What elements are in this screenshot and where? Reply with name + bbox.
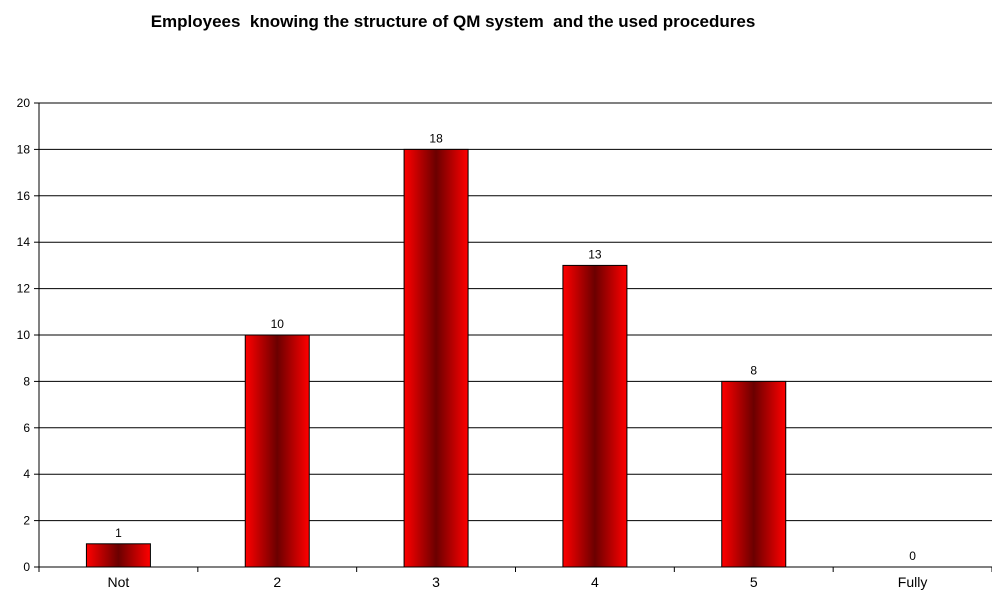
y-tick-label: 4 — [23, 467, 30, 481]
x-category-label: 5 — [750, 574, 758, 590]
x-category-label: 4 — [591, 574, 599, 590]
y-tick-label: 14 — [17, 235, 31, 249]
axes — [34, 102, 992, 572]
x-category-label: 3 — [432, 574, 440, 590]
gridlines — [39, 102, 992, 522]
x-category-label: Fully — [898, 574, 928, 590]
data-label: 10 — [271, 317, 285, 331]
labels: 0 2 4 6 8 10 12 14 16 18 20 1 Not 10 2 18 3 13 4 8 5 0 Fully — [17, 96, 928, 590]
y-tick-label: 8 — [23, 374, 30, 388]
data-label: 1 — [115, 526, 122, 540]
y-tick-label: 16 — [17, 189, 31, 203]
bar — [403, 148, 469, 568]
y-tick-label: 0 — [23, 560, 30, 574]
chart-title: Employees knowing the structure of QM sy… — [150, 12, 756, 31]
data-label: 0 — [909, 549, 916, 563]
bar — [85, 543, 151, 568]
y-tick-label: 20 — [17, 96, 31, 110]
bar — [244, 334, 310, 568]
data-label: 8 — [750, 363, 757, 377]
y-tick-label: 12 — [17, 282, 31, 296]
y-tick-label: 18 — [17, 142, 31, 156]
y-tick-label: 6 — [23, 421, 30, 435]
bar — [562, 264, 628, 568]
y-tick-label: 2 — [23, 514, 30, 528]
bars — [85, 148, 787, 568]
data-label: 13 — [588, 247, 602, 261]
x-category-label: Not — [108, 574, 130, 590]
x-category-label: 2 — [273, 574, 281, 590]
y-tick-label: 10 — [17, 328, 31, 342]
data-label: 18 — [429, 131, 443, 145]
bar — [721, 380, 787, 568]
